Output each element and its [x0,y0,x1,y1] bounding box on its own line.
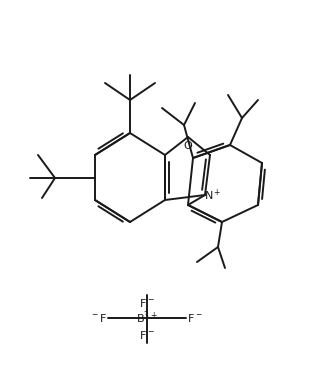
Text: O: O [184,141,192,151]
Text: F$^-$: F$^-$ [139,329,155,341]
Text: $^-$F: $^-$F [90,312,108,324]
Text: N$^+$: N$^+$ [204,187,222,203]
Text: F$^-$: F$^-$ [139,297,155,309]
Text: F$^-$: F$^-$ [187,312,203,324]
Text: B$^{3+}$: B$^{3+}$ [136,310,158,326]
